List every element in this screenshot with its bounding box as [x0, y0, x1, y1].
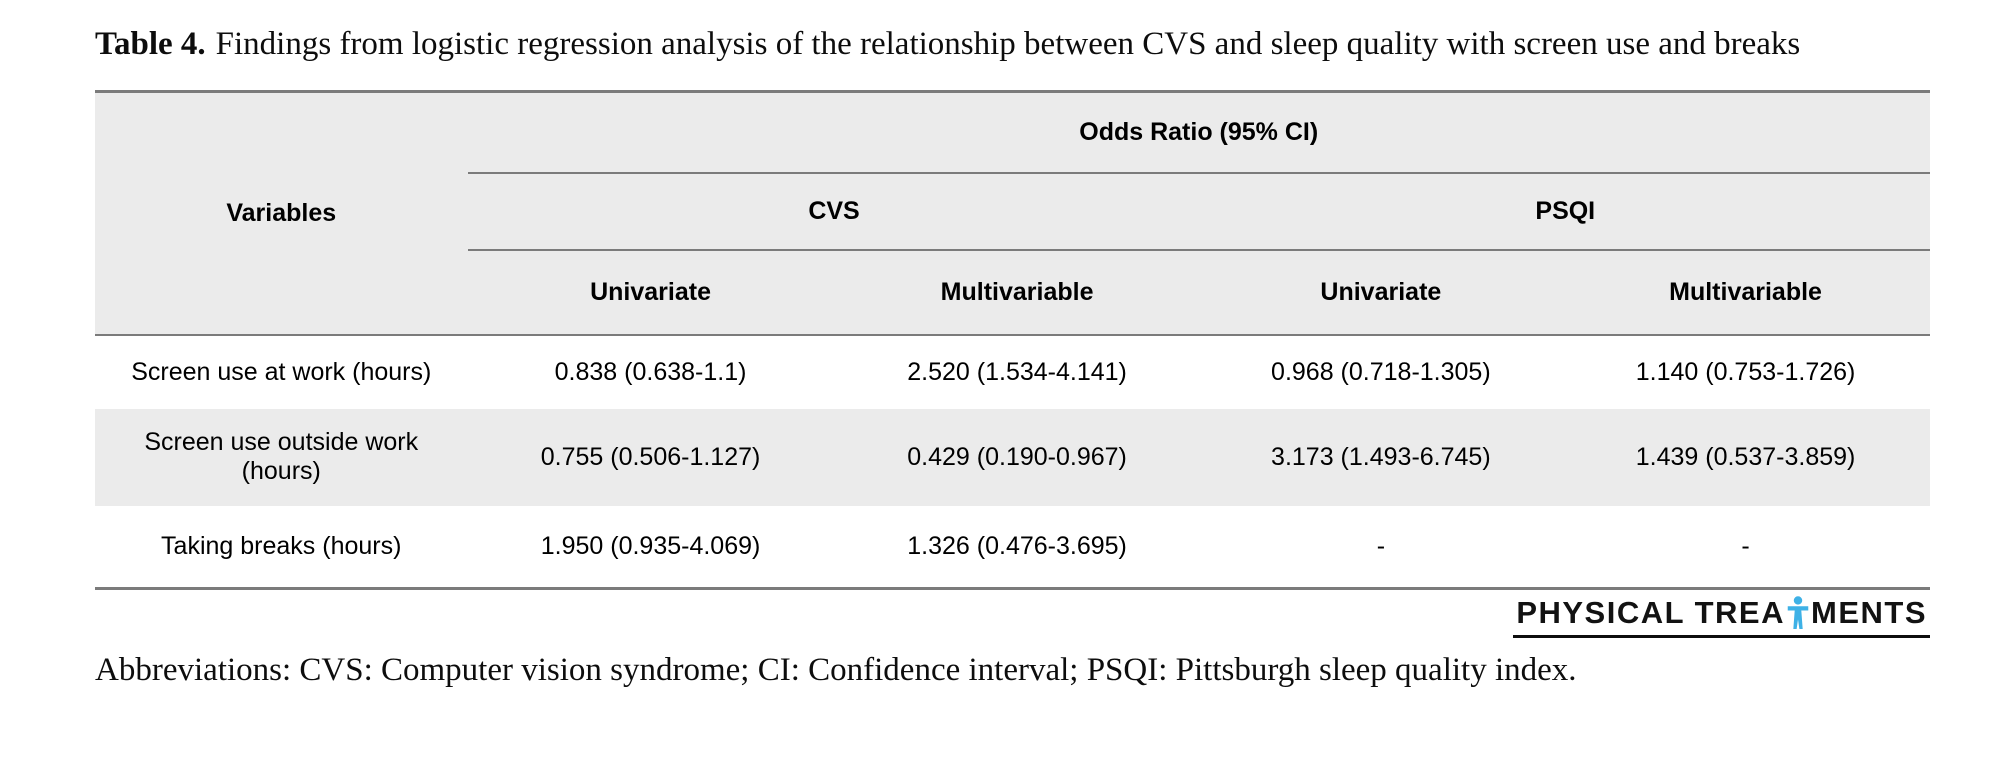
table-cell: -	[1741, 531, 1750, 560]
group-header-odds-ratio: Odds Ratio (95% CI)	[467, 92, 1930, 174]
table-cell: 0.755 (0.506-1.127)	[467, 408, 834, 506]
row-label: Taking breaks (hours)	[161, 531, 402, 560]
table-caption-number: Table 4.	[95, 26, 206, 62]
table-cell: 1.326 (0.476-3.695)	[907, 531, 1127, 560]
journal-logo-row: PHYSICAL TREA MENTS	[95, 595, 1930, 638]
table-row-variable: Screen use at work (hours)	[95, 336, 468, 409]
group-header-psqi: PSQI	[1200, 173, 1930, 251]
physical-treatments-logo: PHYSICAL TREA MENTS	[1513, 595, 1930, 638]
results-table: Variables Odds Ratio (95% CI) CVS PSQI U…	[95, 89, 1930, 590]
table-row-variable: Taking breaks (hours)	[95, 506, 468, 587]
subheader-cvs-multivariable: Multivariable	[833, 250, 1201, 336]
table-cell: 1.950 (0.935-4.069)	[540, 531, 761, 560]
table-cell: 0.429 (0.190-0.967)	[833, 408, 1201, 506]
logo-text-left: PHYSICAL TREA	[1516, 594, 1785, 630]
table-row-variable: Screen use outside work (hours)	[95, 408, 468, 506]
subheader-psqi-univariate: Univariate	[1200, 250, 1562, 336]
row-label: Screen use at work (hours)	[131, 357, 432, 386]
row-label: Screen use outside work (hours)	[144, 428, 419, 485]
table-cell: 1.140 (0.753-1.726)	[1635, 357, 1856, 386]
table-cell: -	[1376, 531, 1386, 560]
table-cell: 0.838 (0.638-1.1)	[554, 357, 747, 386]
table-cell: 3.173 (1.493-6.745)	[1200, 408, 1562, 506]
logo-text-right: MENTS	[1811, 594, 1927, 630]
column-header-variables: Variables	[95, 92, 468, 336]
table-caption: Table 4. Findings from logistic regressio…	[95, 20, 1930, 70]
table-cell: 1.439 (0.537-3.859)	[1561, 408, 1930, 506]
table-cell: 0.968 (0.718-1.305)	[1271, 357, 1491, 386]
group-header-cvs: CVS	[467, 173, 1201, 251]
subheader-psqi-multivariable: Multivariable	[1561, 250, 1930, 336]
table-caption-text: Findings from logistic regression analys…	[215, 26, 1801, 62]
table-cell: 2.520 (1.534-4.141)	[907, 357, 1127, 386]
page: Table 4. Findings from logistic regressio…	[95, 20, 1930, 688]
subheader-cvs-univariate: Univariate	[467, 250, 834, 336]
abbreviations-note: Abbreviations: CVS: Computer vision synd…	[95, 651, 1577, 688]
person-icon	[1787, 595, 1809, 629]
